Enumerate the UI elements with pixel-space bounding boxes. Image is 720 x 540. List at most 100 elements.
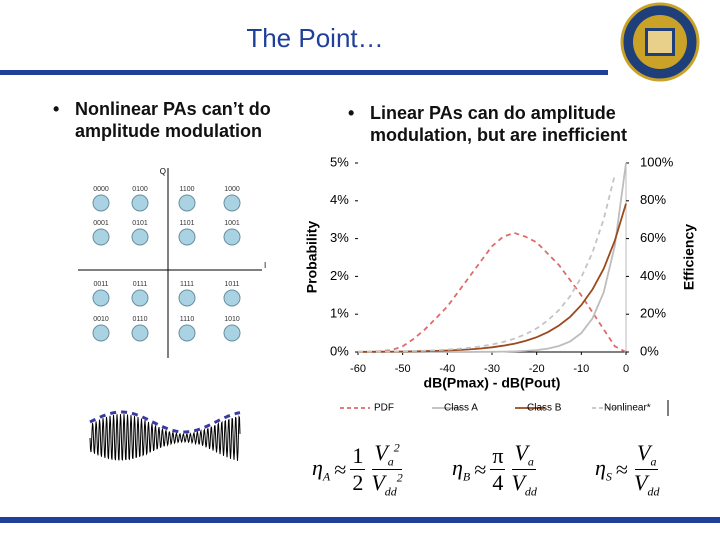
constellation-point xyxy=(131,194,149,212)
eq-var: Vdd xyxy=(511,470,536,498)
constellation-label: 1010 xyxy=(224,316,240,323)
y2-tick-label: 80% xyxy=(640,192,666,207)
eq-sub: dd xyxy=(384,484,397,499)
x-axis-label: dB(Pmax) - dB(Pout) xyxy=(424,375,561,391)
q-label: Q xyxy=(160,167,166,176)
y2-tick-label: 60% xyxy=(640,230,666,245)
y2-axis-label: Efficiency xyxy=(681,224,697,290)
eq-letter: V xyxy=(634,470,648,496)
footer-bar xyxy=(0,517,720,523)
constellation-point xyxy=(223,324,241,342)
series-line xyxy=(358,231,627,353)
constellation-label: 1101 xyxy=(179,220,194,227)
eq-var: Va xyxy=(637,440,657,469)
legend-label: Class B xyxy=(527,403,562,414)
equation: ηB ≈ π 4 Va Vdd xyxy=(452,440,539,500)
eq-symbol: η xyxy=(595,455,606,481)
x-tick-label: -40 xyxy=(439,363,455,375)
eq-sub: a xyxy=(650,454,657,469)
eq-den: Vdd xyxy=(509,470,538,499)
constellation-label: 1001 xyxy=(224,220,240,227)
y-tick-label: 3% xyxy=(330,230,349,245)
constellation-label: 1000 xyxy=(224,186,240,193)
eq-rel: ≈ xyxy=(334,456,347,482)
eq-num: Va xyxy=(512,440,536,471)
constellation-label: 0101 xyxy=(132,220,148,227)
series-line xyxy=(357,174,616,353)
eq-sub: a xyxy=(387,454,394,469)
eq-coef-num: π xyxy=(490,443,506,471)
eq-sub: A xyxy=(322,469,331,484)
eq-lhs: ηA xyxy=(312,455,330,484)
constellation-point xyxy=(178,194,196,212)
constellation-point xyxy=(131,289,149,307)
eq-lhs: ηS xyxy=(595,455,612,484)
bullet: Nonlinear PAs can’t do amplitude modulat… xyxy=(53,98,315,142)
eq-den: Vdd2 xyxy=(369,470,404,499)
y2-tick-label: 40% xyxy=(640,268,666,283)
y-tick-label: 1% xyxy=(330,306,349,321)
x-tick-label: -60 xyxy=(350,363,366,375)
bullet: Linear PAs can do amplitude modulation, … xyxy=(348,102,670,146)
eq-sub: B xyxy=(462,469,471,484)
eq-symbol: η xyxy=(452,455,463,481)
constellation-label: 1100 xyxy=(179,186,194,193)
header-bar xyxy=(0,70,608,75)
logo xyxy=(620,2,700,82)
eq-var: Va2 xyxy=(374,440,399,469)
slide-title: The Point… xyxy=(246,23,383,53)
constellation-label: 0111 xyxy=(133,281,148,288)
constellation-label: 0010 xyxy=(93,316,109,323)
waveform xyxy=(89,414,241,461)
eq-letter: V xyxy=(637,440,651,465)
eq-var: Vdd xyxy=(634,470,659,498)
y-tick-label: 0% xyxy=(330,343,349,358)
eq-coef-num: 1 xyxy=(350,443,366,471)
y2-tick-label: 100% xyxy=(640,154,674,169)
legend-label: PDF xyxy=(374,403,394,414)
eq-frac: Va Vdd xyxy=(632,440,661,500)
eq-sub: a xyxy=(527,454,534,469)
eq-sub: S xyxy=(605,469,612,484)
y-tick-label: 2% xyxy=(330,268,349,283)
eq-frac: Va2 Vdd2 xyxy=(369,440,404,500)
eq-num: Va2 xyxy=(372,440,402,471)
constellation-point xyxy=(178,324,196,342)
eq-letter: V xyxy=(514,440,528,465)
y2-tick-label: 0% xyxy=(640,343,659,358)
constellation-label: 0100 xyxy=(132,186,148,193)
y-tick-label: 5% xyxy=(330,154,349,169)
constellation-label: 1110 xyxy=(180,316,195,323)
eq-rel: ≈ xyxy=(474,456,487,482)
constellation-label: 1011 xyxy=(224,281,239,288)
constellation-point xyxy=(223,289,241,307)
eq-sub: dd xyxy=(524,484,537,499)
eq-sub: dd xyxy=(647,484,660,499)
constellation-point xyxy=(92,289,110,307)
eq-var: Vdd2 xyxy=(371,470,403,498)
eq-coef-den: 2 xyxy=(352,470,364,496)
eq-sup: 2 xyxy=(396,471,403,486)
constellation-label: 1111 xyxy=(180,281,194,288)
legend-label: Class A xyxy=(444,403,478,414)
constellation-point xyxy=(92,194,110,212)
x-tick-label: -50 xyxy=(395,363,411,375)
eq-rel: ≈ xyxy=(615,456,628,482)
constellation-point xyxy=(223,194,241,212)
eq-letter: V xyxy=(374,440,388,465)
constellation-point xyxy=(131,228,149,246)
x-tick-label: -10 xyxy=(573,363,589,375)
constellation-point xyxy=(223,228,241,246)
x-tick-label: 0 xyxy=(623,363,629,375)
constellation-point xyxy=(178,228,196,246)
x-tick-label: -30 xyxy=(484,363,500,375)
eq-letter: V xyxy=(511,470,525,496)
y2-tick-label: 20% xyxy=(640,306,666,321)
eq-coef-den: 4 xyxy=(492,470,504,496)
x-tick-label: -20 xyxy=(529,363,545,375)
constellation-point xyxy=(131,324,149,342)
